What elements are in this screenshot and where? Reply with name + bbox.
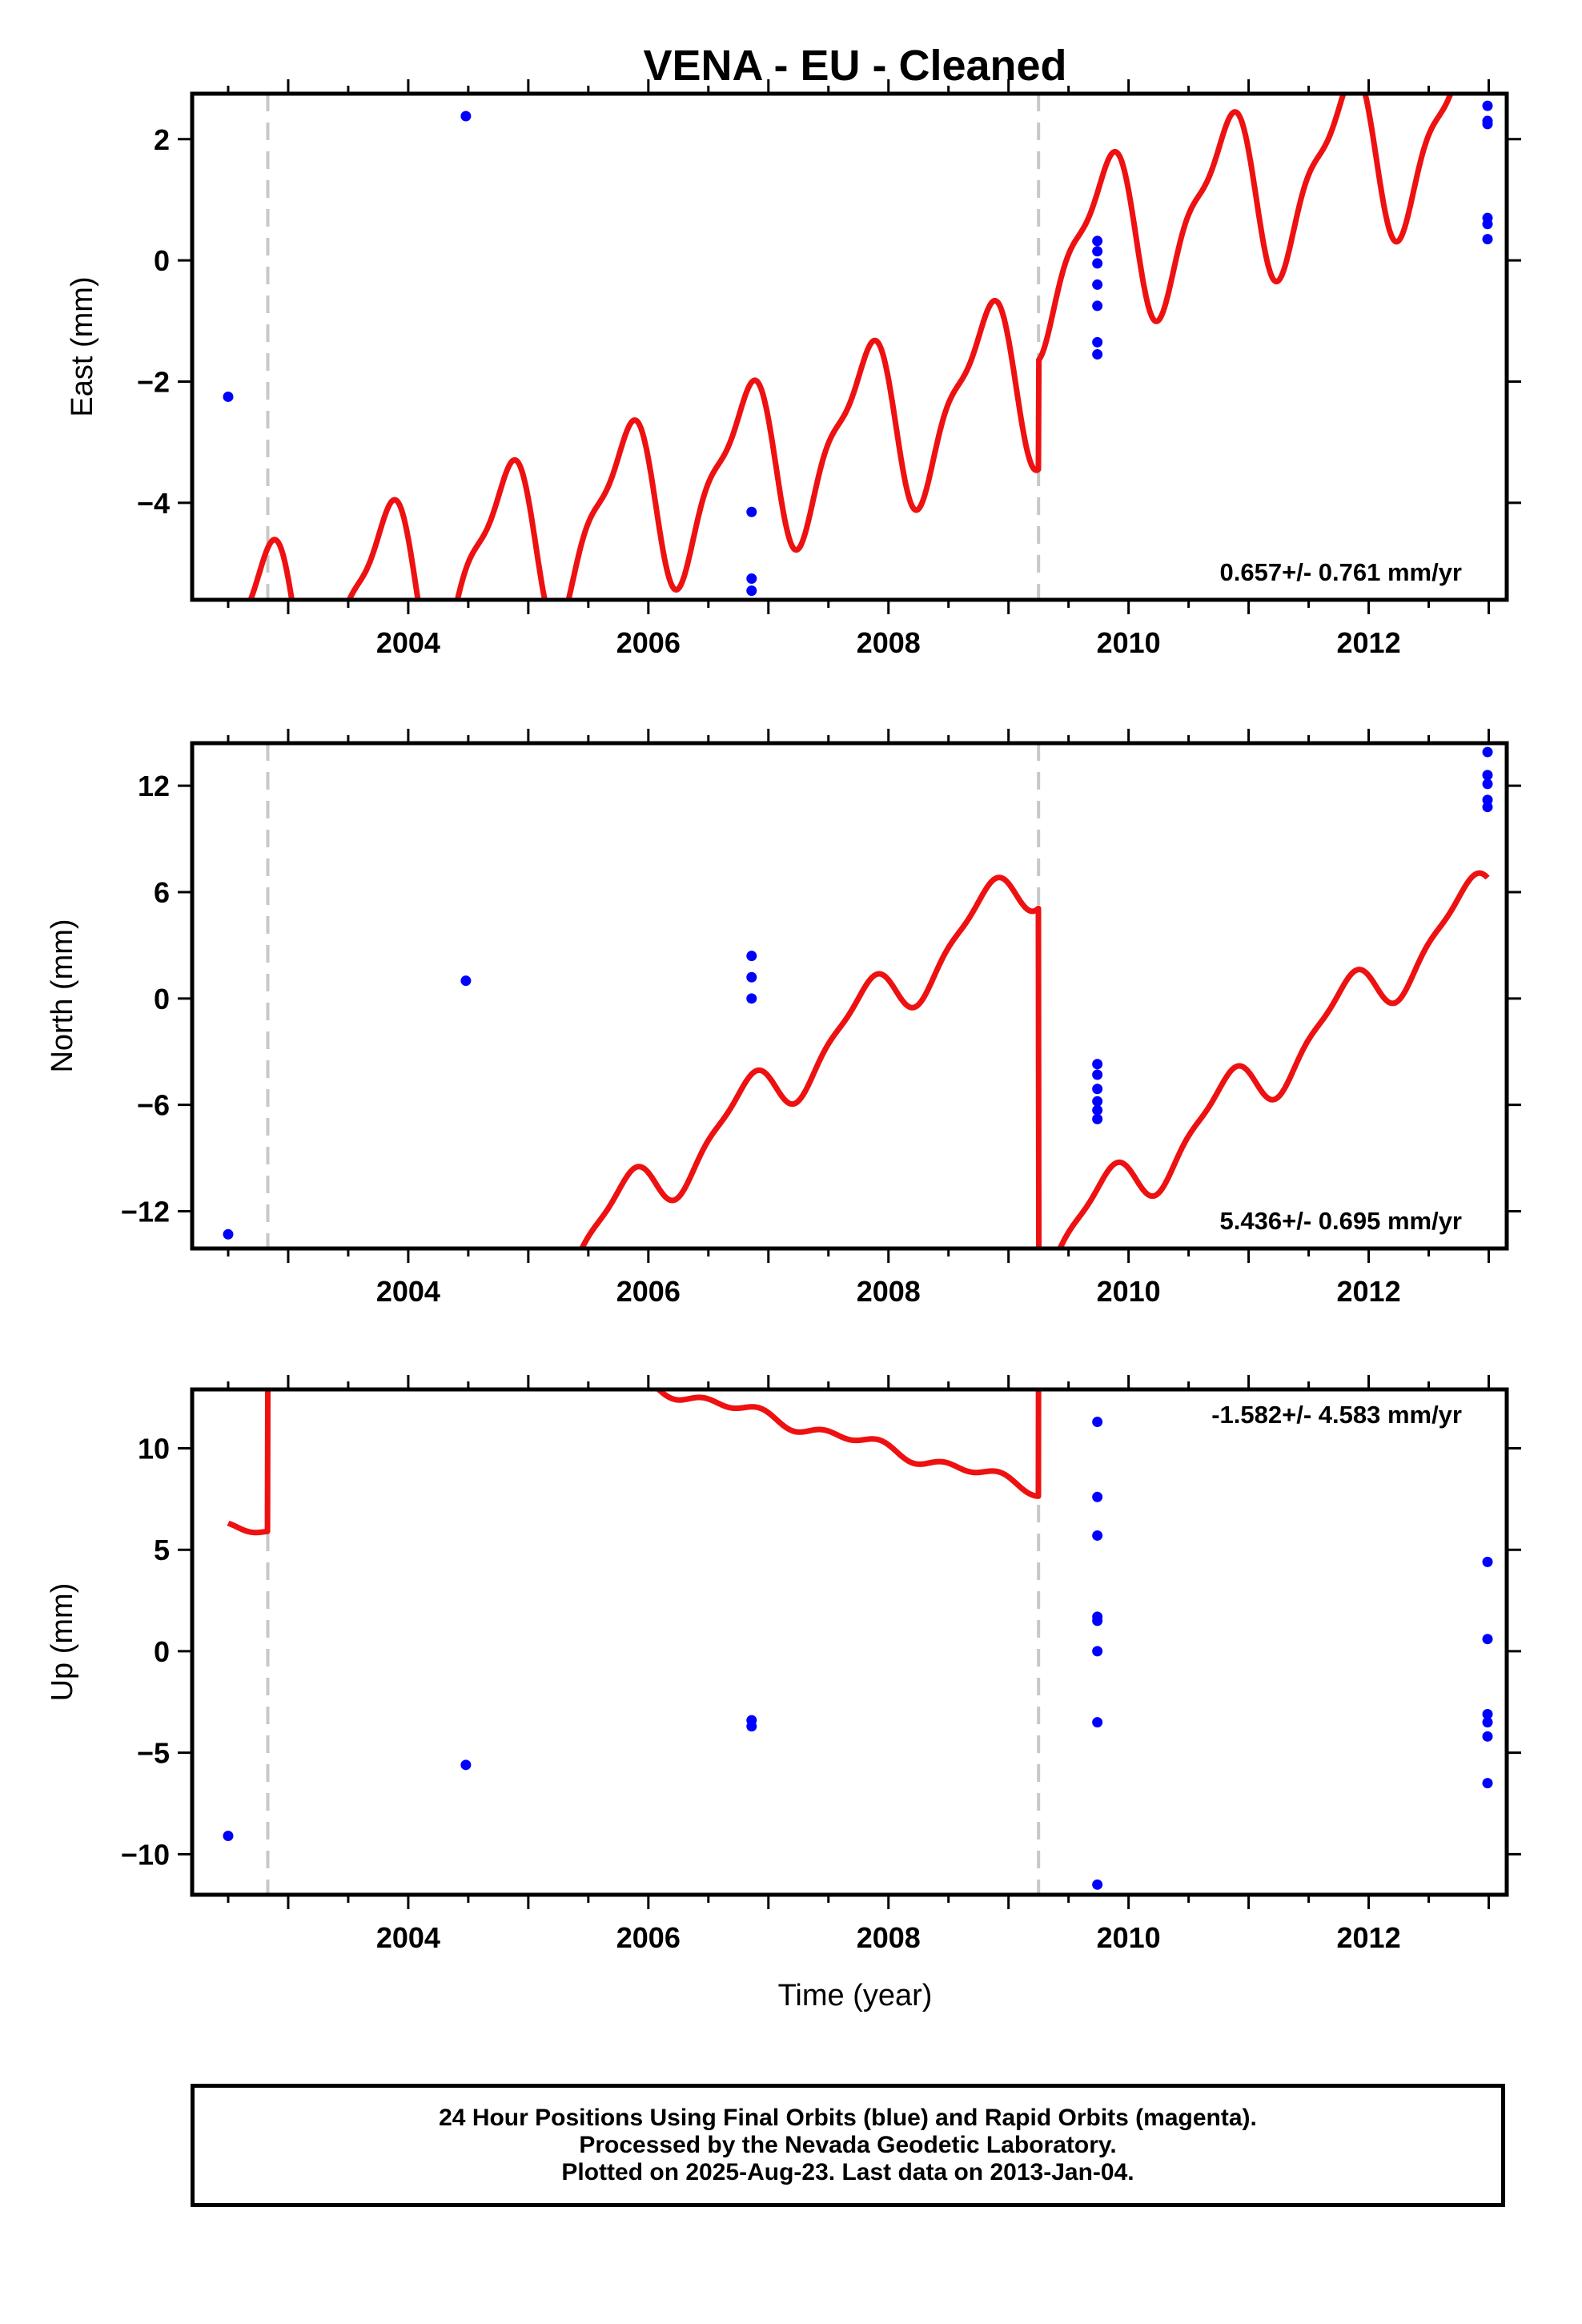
y-tick-label-north: −6 (137, 1089, 170, 1122)
y-tick-label-east: 2 (154, 123, 170, 156)
data-point-up-11 (1092, 1879, 1103, 1890)
footer-line-2: Processed by the Nevada Geodetic Laborat… (579, 2132, 1117, 2158)
panel-up: 2004 2006 2008 2010 2012 −10 −5 0 5 10 Up (mm) -1.5… (46, 1375, 1521, 1954)
data-point-east-0 (223, 391, 234, 402)
data-point-up-10 (1092, 1717, 1103, 1728)
data-point-east-5 (1092, 235, 1103, 247)
x-tick-label-north: 2010 (1097, 1275, 1161, 1308)
y-tick-label-up: −5 (137, 1737, 170, 1770)
data-point-up-4 (1092, 1417, 1103, 1428)
data-point-east-16 (1482, 219, 1493, 230)
data-point-east-1 (460, 111, 472, 122)
data-point-north-3 (746, 971, 757, 983)
data-point-up-8 (1092, 1615, 1103, 1626)
data-point-up-17 (1482, 1778, 1493, 1789)
y-tick-label-up: −10 (121, 1838, 170, 1871)
data-point-east-14 (1482, 119, 1493, 130)
data-point-north-8 (1092, 1096, 1103, 1107)
x-tick-label-east: 2010 (1097, 626, 1161, 659)
y-tick-label-north: −12 (121, 1196, 170, 1228)
footer-line-3: Plotted on 2025-Aug-23. Last data on 201… (561, 2159, 1134, 2185)
data-point-up-3 (746, 1721, 757, 1732)
panel-frame-east (190, 91, 1509, 602)
data-point-up-14 (1482, 1708, 1493, 1719)
x-tick-label-east: 2008 (857, 626, 921, 659)
y-tick-label-east: 0 (154, 244, 170, 277)
data-point-up-9 (1092, 1646, 1103, 1657)
model-line-up (226, 1389, 1042, 1536)
x-tick-label-up: 2006 (616, 1921, 681, 1954)
model-line-east (247, 94, 1454, 600)
data-point-up-1 (460, 1759, 472, 1771)
y-tick-label-north: 12 (138, 770, 170, 802)
chart-title: VENA - EU - Cleaned (643, 42, 1066, 90)
y-axis-label-east: East (mm) (66, 276, 99, 416)
x-tick-label-east: 2004 (376, 626, 440, 659)
x-tick-label-up: 2012 (1337, 1921, 1401, 1954)
data-point-north-6 (1092, 1069, 1103, 1080)
data-point-east-6 (1092, 246, 1103, 257)
x-tick-label-north: 2004 (376, 1275, 440, 1308)
data-point-east-10 (1092, 336, 1103, 348)
chart-panels: 2004 2006 2008 2010 2012 −4 −2 0 2 East (mm) 0.657… (46, 79, 1521, 1954)
data-point-north-13 (1482, 778, 1493, 790)
panel-frame-up (190, 1387, 1509, 1897)
data-point-north-9 (1092, 1104, 1103, 1116)
data-point-north-10 (1092, 1113, 1103, 1124)
data-point-east-4 (746, 585, 757, 597)
data-point-up-12 (1482, 1556, 1493, 1567)
panel-east: 2004 2006 2008 2010 2012 −4 −2 0 2 East (mm) 0.657… (66, 79, 1521, 659)
rate-label-north: 5.436+/- 0.695 mm/yr (1220, 1207, 1462, 1235)
x-tick-label-up: 2010 (1097, 1921, 1161, 1954)
rate-label-up: -1.582+/- 4.583 mm/yr (1211, 1401, 1462, 1429)
data-point-up-0 (223, 1831, 234, 1842)
data-point-east-3 (746, 573, 757, 585)
y-tick-label-up: 5 (154, 1534, 170, 1566)
x-tick-label-up: 2008 (857, 1921, 921, 1954)
y-tick-label-up: 10 (138, 1432, 170, 1465)
data-point-up-15 (1482, 1717, 1493, 1728)
x-tick-label-east: 2012 (1337, 626, 1401, 659)
x-axis-label: Time (year) (778, 1979, 933, 2012)
data-point-east-8 (1092, 279, 1103, 290)
data-point-north-11 (1482, 746, 1493, 758)
y-axis-label-up: Up (mm) (46, 1583, 79, 1702)
x-tick-label-up: 2004 (376, 1921, 440, 1954)
y-tick-label-north: 0 (154, 983, 170, 1015)
data-point-north-2 (746, 951, 757, 962)
data-point-north-5 (1092, 1059, 1103, 1070)
footer-line-1: 24 Hour Positions Using Final Orbits (bl… (439, 2105, 1257, 2131)
data-point-east-7 (1092, 258, 1103, 269)
data-point-up-5 (1092, 1491, 1103, 1502)
data-point-east-17 (1482, 234, 1493, 245)
panel-north: 2004 2006 2008 2010 2012 −12 −6 0 6 12 North (mm) 5… (46, 729, 1521, 1308)
y-tick-label-up: 0 (154, 1635, 170, 1668)
data-point-north-4 (746, 993, 757, 1004)
data-point-north-15 (1482, 802, 1493, 813)
data-point-north-12 (1482, 770, 1493, 781)
footer-info-box: 24 Hour Positions Using Final Orbits (bl… (191, 2084, 1505, 2207)
y-tick-label-east: −4 (137, 487, 170, 520)
y-tick-label-north: 6 (154, 876, 170, 909)
data-point-east-12 (1482, 100, 1493, 111)
data-point-east-11 (1092, 348, 1103, 360)
x-tick-label-north: 2012 (1337, 1275, 1401, 1308)
data-point-up-13 (1482, 1634, 1493, 1645)
data-point-up-6 (1092, 1530, 1103, 1541)
data-point-north-0 (223, 1228, 234, 1240)
model-line-north (578, 870, 1490, 1248)
data-point-east-2 (746, 506, 757, 517)
panel-frame-north (190, 741, 1509, 1251)
y-tick-label-east: −2 (137, 366, 170, 399)
x-tick-label-east: 2006 (616, 626, 681, 659)
data-point-east-9 (1092, 300, 1103, 312)
data-point-up-16 (1482, 1731, 1493, 1742)
data-point-north-1 (460, 975, 472, 987)
x-tick-label-north: 2008 (857, 1275, 921, 1308)
data-point-north-7 (1092, 1084, 1103, 1095)
y-axis-label-north: North (mm) (46, 919, 79, 1072)
rate-label-east: 0.657+/- 0.761 mm/yr (1220, 558, 1462, 586)
x-tick-label-north: 2006 (616, 1275, 681, 1308)
